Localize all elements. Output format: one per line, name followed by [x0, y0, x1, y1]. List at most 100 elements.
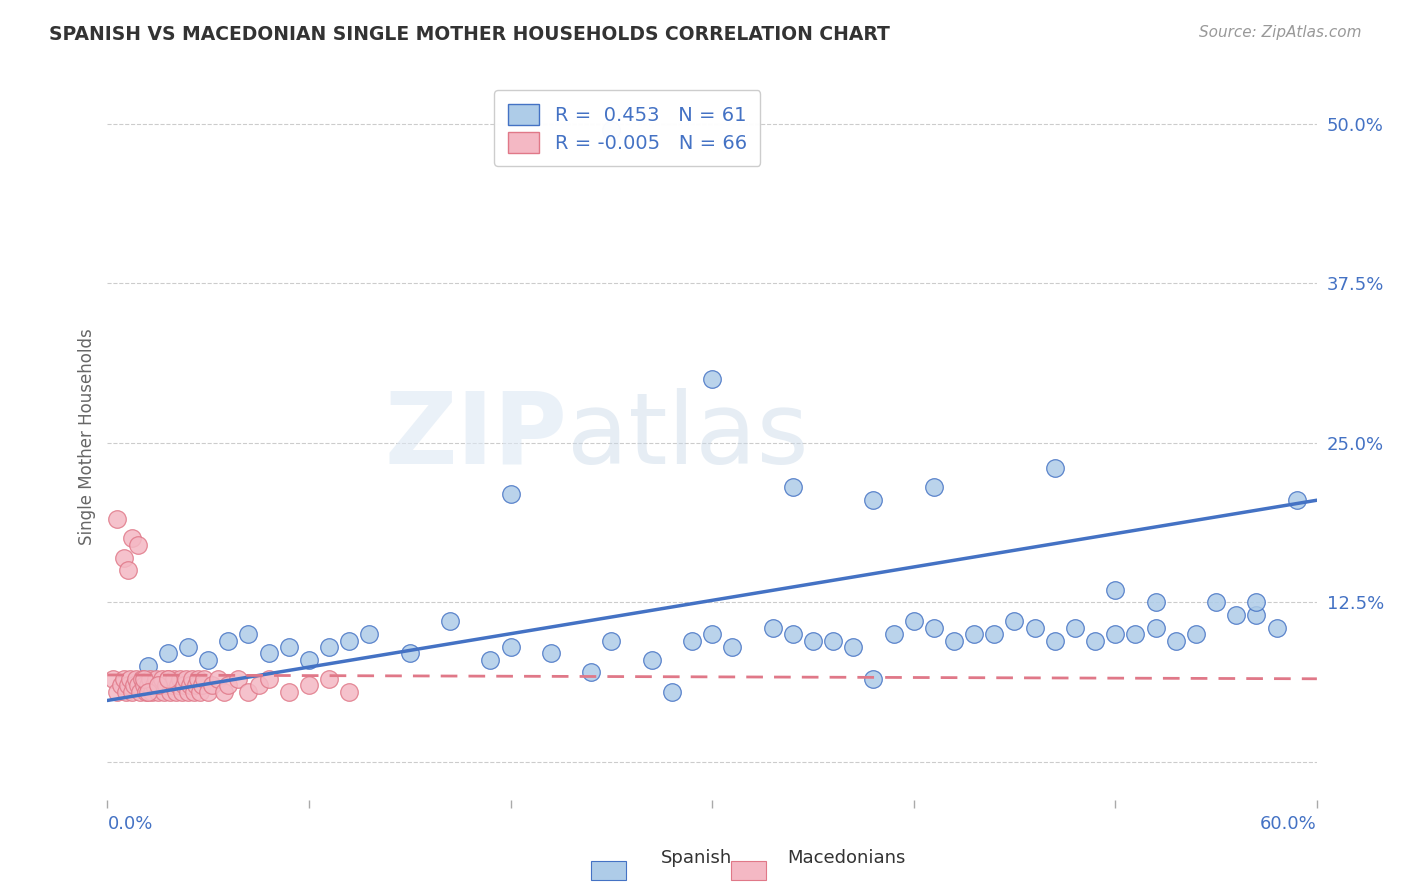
Point: [922, 480, 945, 494]
Point: [337, 633, 360, 648]
Point: [145, 672, 167, 686]
Point: [112, 672, 135, 686]
Point: [188, 684, 211, 698]
Point: [1064, 621, 1087, 635]
Point: [165, 684, 187, 698]
Point: [823, 633, 845, 648]
Point: [177, 684, 200, 698]
Point: [318, 640, 340, 654]
Point: [156, 646, 179, 660]
Point: [1043, 461, 1066, 475]
Point: [103, 672, 125, 686]
Point: [183, 684, 205, 698]
Point: [184, 678, 207, 692]
Point: [146, 678, 169, 692]
Point: [217, 633, 239, 648]
Point: [170, 684, 193, 698]
Point: [121, 684, 143, 698]
Point: [217, 678, 239, 692]
Point: [1185, 627, 1208, 641]
Point: [197, 653, 219, 667]
Point: [499, 487, 522, 501]
Point: [661, 684, 683, 698]
Point: [181, 672, 204, 686]
Point: [862, 672, 884, 686]
Point: [681, 633, 703, 648]
Point: [136, 678, 159, 692]
Point: [160, 678, 183, 692]
Point: [277, 684, 299, 698]
Point: [782, 627, 804, 641]
Point: [124, 672, 146, 686]
Point: [640, 653, 662, 667]
Point: [600, 123, 623, 137]
Point: [1205, 595, 1227, 609]
Point: [277, 640, 299, 654]
Point: [153, 684, 176, 698]
Point: [257, 672, 280, 686]
Point: [922, 621, 945, 635]
Point: [721, 640, 744, 654]
Text: Spanish: Spanish: [661, 849, 733, 867]
Point: [257, 646, 280, 660]
Point: [762, 621, 785, 635]
Point: [155, 678, 177, 692]
Point: [121, 532, 143, 546]
Point: [150, 672, 173, 686]
Point: [132, 672, 155, 686]
Point: [318, 672, 340, 686]
Point: [1265, 621, 1288, 635]
Point: [862, 493, 884, 508]
Point: [1225, 607, 1247, 622]
Point: [138, 672, 160, 686]
Point: [247, 678, 270, 692]
Point: [943, 633, 966, 648]
Point: [1104, 627, 1126, 641]
Text: atlas: atlas: [567, 388, 808, 485]
Point: [1164, 633, 1187, 648]
Point: [187, 672, 209, 686]
Point: [191, 678, 214, 692]
Point: [963, 627, 986, 641]
Point: [114, 684, 136, 698]
Text: SPANISH VS MACEDONIAN SINGLE MOTHER HOUSEHOLDS CORRELATION CHART: SPANISH VS MACEDONIAN SINGLE MOTHER HOUS…: [49, 25, 890, 44]
Point: [110, 678, 132, 692]
Point: [1084, 633, 1107, 648]
Point: [136, 659, 159, 673]
Point: [801, 633, 824, 648]
Point: [136, 684, 159, 698]
Point: [782, 480, 804, 494]
Point: [337, 684, 360, 698]
Point: [600, 633, 623, 648]
Point: [118, 672, 141, 686]
Point: [1246, 595, 1268, 609]
Point: [1246, 607, 1268, 622]
Point: [983, 627, 1005, 641]
Point: [499, 640, 522, 654]
Point: [149, 678, 172, 692]
Text: ZIP: ZIP: [384, 388, 567, 485]
Point: [127, 678, 149, 692]
Point: [579, 665, 602, 680]
Text: Source: ZipAtlas.com: Source: ZipAtlas.com: [1198, 25, 1361, 40]
Point: [903, 615, 925, 629]
Point: [128, 684, 150, 698]
Point: [1104, 582, 1126, 597]
Point: [700, 627, 723, 641]
Point: [1043, 633, 1066, 648]
Point: [127, 538, 149, 552]
Point: [398, 646, 420, 660]
Point: [179, 678, 201, 692]
Point: [107, 512, 129, 526]
Point: [193, 672, 215, 686]
Point: [1125, 627, 1147, 641]
Point: [173, 678, 195, 692]
Point: [1144, 595, 1167, 609]
Point: [131, 672, 153, 686]
Point: [169, 672, 191, 686]
Point: [122, 678, 145, 692]
Point: [117, 678, 139, 692]
Point: [842, 640, 865, 654]
Point: [159, 684, 181, 698]
Point: [540, 646, 562, 660]
